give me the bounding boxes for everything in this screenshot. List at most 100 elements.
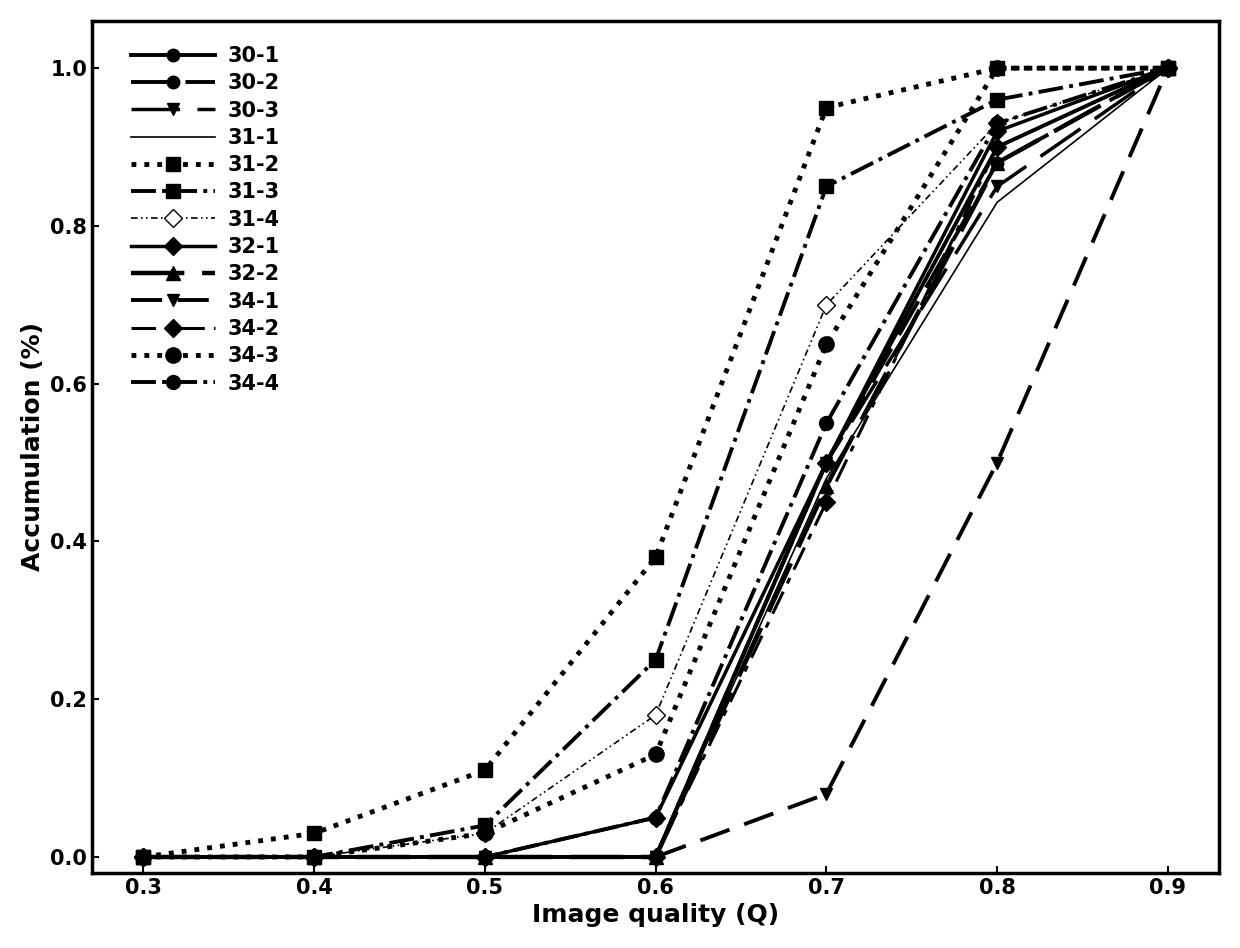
30-3	[990, 181, 1004, 192]
31-2	[136, 851, 151, 863]
Line: 32-2: 32-2	[136, 62, 1174, 864]
34-4	[818, 417, 833, 428]
30-2	[990, 157, 1004, 169]
Line: 34-3: 34-3	[135, 61, 1176, 865]
31-3	[990, 94, 1004, 105]
31-4	[1161, 63, 1176, 74]
34-3	[477, 828, 492, 839]
31-2	[649, 552, 663, 563]
34-4	[136, 851, 151, 863]
31-4	[477, 828, 492, 839]
32-1	[1161, 63, 1176, 74]
31-1	[1161, 63, 1176, 74]
34-1	[1161, 63, 1176, 74]
34-4	[990, 118, 1004, 129]
34-2	[649, 851, 663, 863]
Line: 30-1: 30-1	[138, 62, 1174, 864]
31-2	[818, 102, 833, 114]
32-2	[818, 481, 833, 492]
Line: 32-1: 32-1	[138, 62, 1174, 864]
32-1	[990, 125, 1004, 137]
34-3	[818, 338, 833, 350]
30-1	[649, 851, 663, 863]
34-4	[1161, 63, 1176, 74]
31-1	[649, 851, 663, 863]
32-2	[649, 851, 663, 863]
31-3	[818, 181, 833, 192]
Y-axis label: Accumulation (%): Accumulation (%)	[21, 322, 45, 572]
31-1	[136, 851, 151, 863]
30-2	[306, 851, 321, 863]
34-2	[818, 497, 833, 508]
30-1	[1161, 63, 1176, 74]
31-1	[306, 851, 321, 863]
34-4	[649, 811, 663, 823]
31-3	[649, 654, 663, 665]
31-3	[477, 820, 492, 831]
32-1	[477, 851, 492, 863]
34-2	[306, 851, 321, 863]
31-1	[990, 196, 1004, 208]
30-3	[1161, 63, 1176, 74]
32-2	[1161, 63, 1176, 74]
30-1	[477, 851, 492, 863]
31-4	[136, 851, 151, 863]
Line: 30-3: 30-3	[138, 62, 1174, 864]
31-3	[136, 851, 151, 863]
31-3	[306, 851, 321, 863]
30-1	[818, 457, 833, 468]
32-1	[306, 851, 321, 863]
30-1	[306, 851, 321, 863]
30-3	[649, 851, 663, 863]
Line: 34-2: 34-2	[138, 62, 1174, 864]
30-2	[649, 851, 663, 863]
31-4	[818, 300, 833, 311]
32-1	[818, 457, 833, 468]
34-3	[136, 851, 151, 863]
Line: 31-1: 31-1	[144, 68, 1168, 857]
30-3	[818, 457, 833, 468]
32-2	[136, 851, 151, 863]
34-1	[818, 788, 833, 799]
31-3	[1161, 63, 1176, 74]
30-2	[136, 851, 151, 863]
32-1	[136, 851, 151, 863]
30-1	[136, 851, 151, 863]
34-3	[649, 749, 663, 760]
34-4	[477, 851, 492, 863]
31-1	[818, 473, 833, 484]
32-1	[649, 811, 663, 823]
34-3	[990, 63, 1004, 74]
31-4	[306, 851, 321, 863]
30-2	[1161, 63, 1176, 74]
31-2	[990, 63, 1004, 74]
34-1	[306, 851, 321, 863]
30-2	[477, 851, 492, 863]
31-2	[477, 764, 492, 775]
34-2	[990, 141, 1004, 153]
Line: 31-2: 31-2	[136, 62, 1174, 864]
Line: 30-2: 30-2	[138, 62, 1174, 864]
31-2	[306, 828, 321, 839]
30-3	[477, 851, 492, 863]
34-2	[477, 851, 492, 863]
30-3	[306, 851, 321, 863]
34-2	[136, 851, 151, 863]
34-3	[306, 851, 321, 863]
34-1	[136, 851, 151, 863]
30-1	[990, 141, 1004, 153]
31-4	[990, 118, 1004, 129]
Line: 34-1: 34-1	[138, 62, 1174, 864]
34-1	[990, 457, 1004, 468]
X-axis label: Image quality (Q): Image quality (Q)	[532, 903, 779, 927]
32-2	[477, 851, 492, 863]
30-3	[136, 851, 151, 863]
30-2	[818, 457, 833, 468]
Line: 31-3: 31-3	[136, 62, 1174, 864]
31-1	[477, 851, 492, 863]
31-4	[649, 709, 663, 720]
34-2	[1161, 63, 1176, 74]
Line: 31-4: 31-4	[138, 62, 1174, 864]
Legend: 30-1, 30-2, 30-3, 31-1, 31-2, 31-3, 31-4, 32-1, 32-2, 34-1, 34-2, 34-3, 34-4: 30-1, 30-2, 30-3, 31-1, 31-2, 31-3, 31-4…	[125, 40, 285, 400]
32-2	[306, 851, 321, 863]
